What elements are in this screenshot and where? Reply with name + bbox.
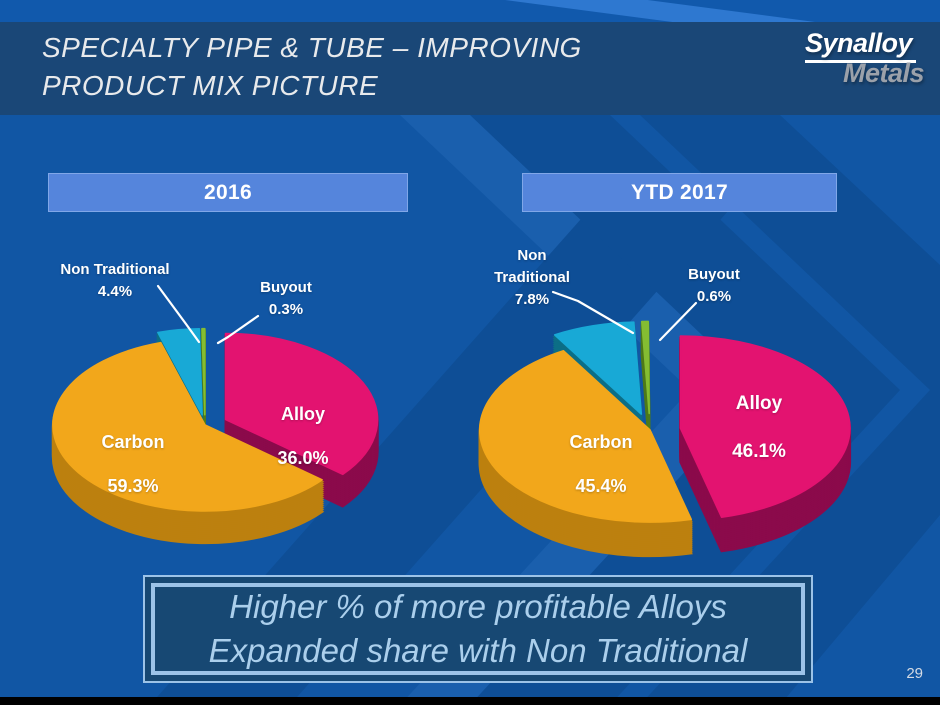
- callout-label-buyout-2016: Buyout 0.3%: [260, 279, 312, 318]
- slice-label-carbon-2017: Carbon 45.4%: [541, 409, 661, 519]
- slice-label-alloy-2016-value: 36.0%: [277, 448, 329, 468]
- slide-header: SPECIALTY PIPE & TUBE – IMPROVING PRODUC…: [0, 22, 940, 115]
- synalloy-metals-logo: Synalloy Metals: [804, 28, 925, 89]
- chart-header-ytd-2017: YTD 2017: [522, 173, 837, 212]
- pie-slice-non-traditional-2016: [157, 328, 203, 416]
- logo-metals-wordmark: Metals: [842, 58, 925, 88]
- page-title: SPECIALTY PIPE & TUBE – IMPROVING PRODUC…: [42, 29, 582, 105]
- page-title-line-1: SPECIALTY PIPE & TUBE – IMPROVING: [42, 32, 582, 63]
- leader-line-buyout-2016: [216, 314, 260, 345]
- leader-line-buyout-ytd-2017: [658, 301, 698, 342]
- summary-callout-box: Higher % of more profitable Alloys Expan…: [143, 575, 813, 683]
- slice-label-carbon-2016-name: Carbon: [101, 432, 165, 452]
- pie-slice-carbon-ytd-2017: [479, 350, 692, 523]
- pie-slice-non-traditional-ytd-2017: [553, 321, 643, 415]
- slice-label-carbon-2017-value: 45.4%: [575, 476, 627, 496]
- slice-label-alloy-2016-name: Alloy: [280, 404, 325, 424]
- callout-label-non-traditional-2016: Non Traditional 4.4%: [60, 261, 170, 300]
- callout-label-non-traditional-2017: Non Traditional 7.8%: [494, 247, 570, 308]
- slice-label-carbon-2016-value: 59.3%: [107, 476, 159, 496]
- slice-label-carbon-2017-name: Carbon: [569, 432, 633, 452]
- chart-header-2016: 2016: [48, 173, 408, 212]
- slice-label-alloy-2017: Alloy 46.1%: [699, 368, 819, 488]
- page-title-line-2: PRODUCT MIX PICTURE: [42, 70, 379, 101]
- top-accent-strip: [0, 0, 940, 22]
- pie-slice-carbon-2016: [52, 341, 323, 512]
- summary-callout-inner: Higher % of more profitable Alloys Expan…: [151, 583, 805, 675]
- slice-label-alloy-2017-value: 46.1%: [732, 441, 786, 462]
- pie-slice-alloy-ytd-2017: [679, 335, 851, 518]
- bottom-letterbox-bar: [0, 697, 940, 705]
- leader-line-non-traditional-2016: [156, 284, 201, 344]
- callout-label-buyout-2017: Buyout 0.6%: [688, 266, 740, 305]
- logo-synalloy-wordmark: Synalloy: [804, 28, 916, 63]
- slice-label-alloy-2017-name: Alloy: [735, 393, 783, 414]
- page-number: 29: [906, 665, 923, 682]
- summary-line-2: Expanded share with Non Traditional: [208, 632, 748, 669]
- slice-label-carbon-2016: Carbon 59.3%: [73, 409, 193, 519]
- pie-slice-alloy-2016: [224, 332, 379, 476]
- pie-slice-buyout-2016: [201, 327, 206, 416]
- slice-label-alloy-2016: Alloy 36.0%: [243, 381, 363, 491]
- leader-line-non-traditional-ytd-2017: [551, 290, 635, 335]
- pie-slice-buyout-ytd-2017: [641, 320, 650, 415]
- summary-line-1: Higher % of more profitable Alloys: [229, 588, 727, 625]
